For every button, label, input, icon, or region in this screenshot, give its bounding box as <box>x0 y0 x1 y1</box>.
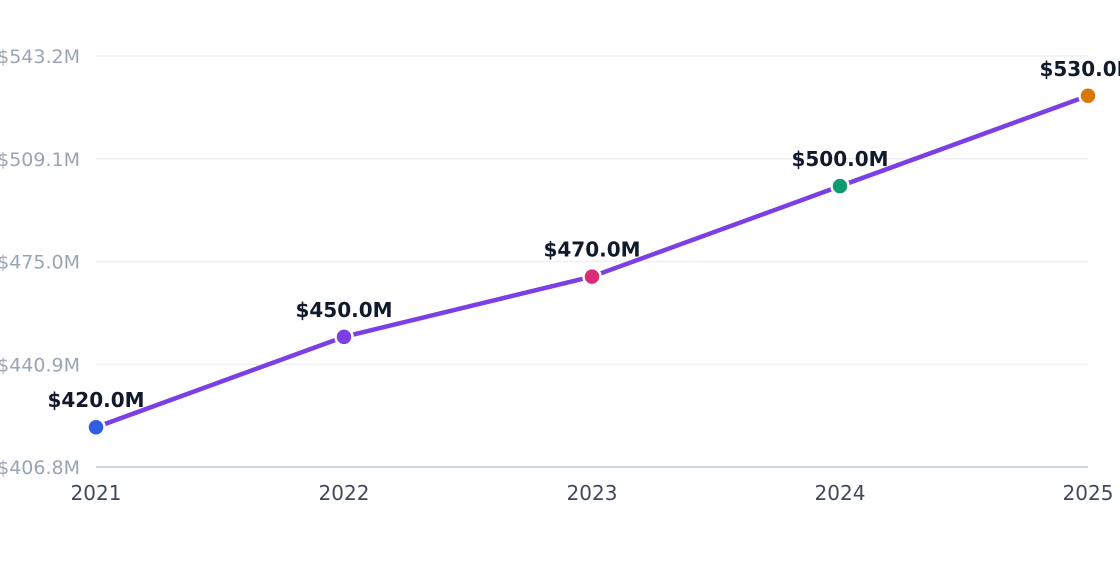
data-label: $530.0M <box>1039 57 1120 81</box>
data-point[interactable] <box>86 417 106 437</box>
y-tick-label: $406.8M <box>0 457 80 479</box>
data-label: $470.0M <box>543 238 640 262</box>
data-points <box>86 86 1098 437</box>
gridlines <box>96 55 1088 365</box>
data-point[interactable] <box>334 327 354 347</box>
data-point[interactable] <box>1078 86 1098 106</box>
data-point[interactable] <box>582 266 602 287</box>
x-tick-label: 2024 <box>815 481 866 505</box>
data-label: $420.0M <box>47 388 144 412</box>
x-tick-label: 2022 <box>319 481 370 505</box>
data-label: $450.0M <box>295 298 392 322</box>
y-tick-label: $509.1M <box>0 149 80 171</box>
x-tick-label: 2021 <box>71 481 122 505</box>
x-tick-label: 2025 <box>1063 481 1114 505</box>
data-point[interactable] <box>830 176 850 196</box>
y-tick-label: $440.9M <box>0 354 80 376</box>
y-tick-label: $475.0M <box>0 252 80 274</box>
x-tick-label: 2023 <box>567 481 618 505</box>
y-tick-label: $543.2M <box>0 46 80 68</box>
data-labels: $420.0M $450.0M $470.0M $500.0M $530.0M <box>47 57 1120 412</box>
data-label: $500.0M <box>791 147 888 171</box>
